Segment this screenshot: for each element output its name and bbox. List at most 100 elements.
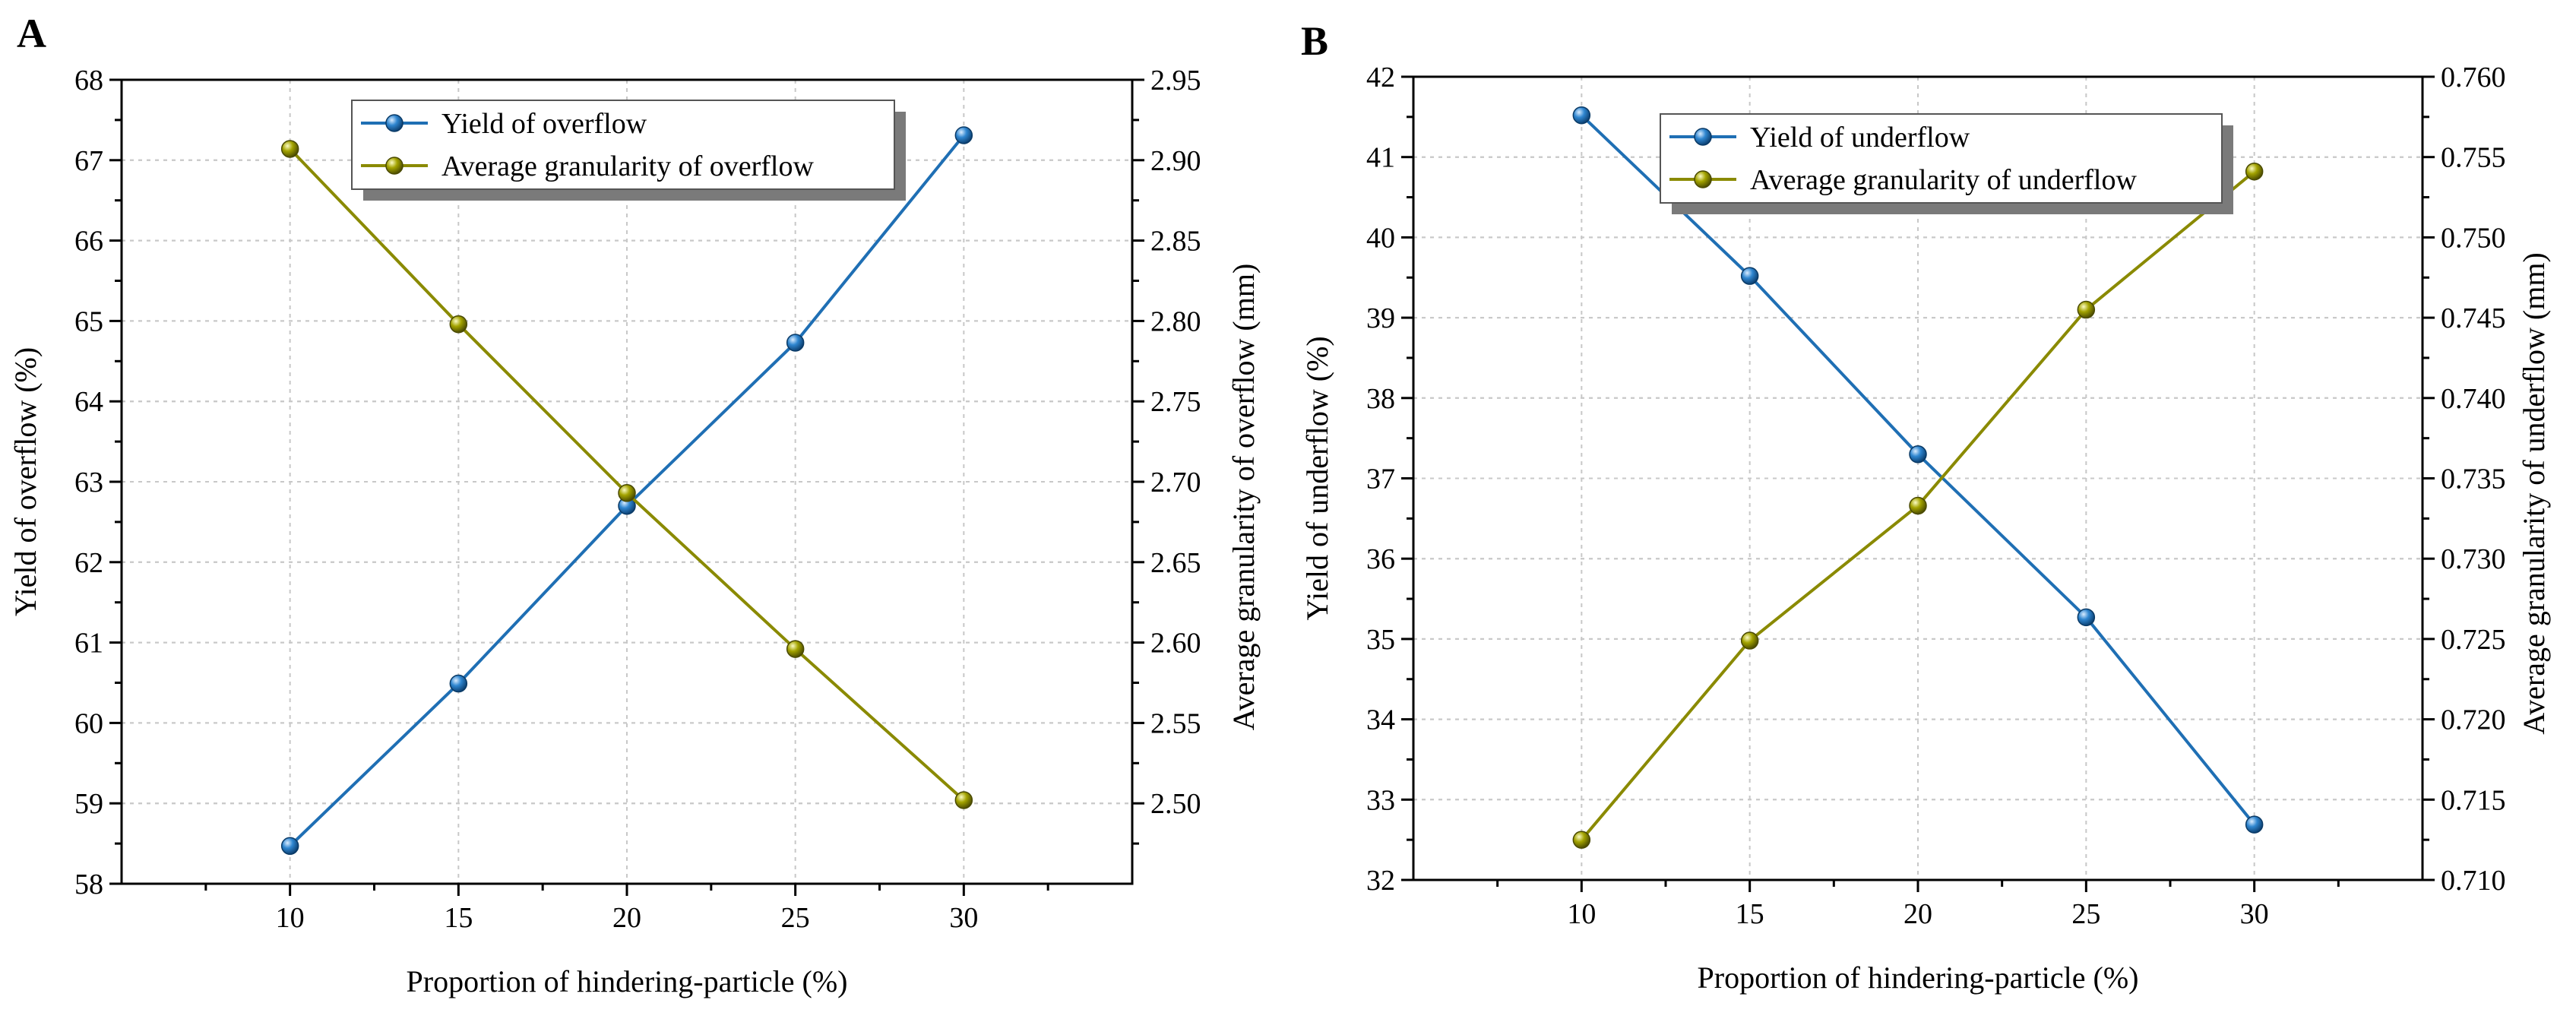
data-point [449, 674, 468, 693]
x-tick-label: 20 [1904, 898, 1932, 930]
y2-tick-label: 2.85 [1150, 226, 1201, 258]
y-tick-label: 60 [74, 707, 103, 739]
y-ticks-left [109, 78, 122, 885]
data-point [1572, 106, 1591, 125]
data-point [2077, 608, 2096, 627]
series-yield [1572, 106, 2264, 834]
y-tick-label: 34 [1366, 704, 1395, 736]
y2-tick-label: 2.50 [1150, 788, 1201, 820]
data-point [2245, 815, 2264, 834]
y2-tick-label: 2.95 [1150, 65, 1201, 97]
legend-marker [385, 157, 403, 175]
x-tick-label: 15 [444, 902, 473, 934]
data-point [1572, 831, 1591, 849]
data-point [786, 640, 805, 658]
x-tick-label: 30 [949, 902, 978, 934]
y-ticks-left [1401, 75, 1413, 881]
y2-tick-label: 0.730 [2441, 543, 2506, 575]
y-tick-label: 42 [1366, 62, 1395, 93]
legend-marker [385, 114, 403, 132]
x-tick-label: 25 [2071, 898, 2100, 930]
panel-label: B [1301, 18, 1328, 64]
y2-tick-label: 0.725 [2441, 624, 2506, 656]
y-tick-label: 33 [1366, 784, 1395, 816]
y2-tick-label: 0.715 [2441, 784, 2506, 816]
y2-axis-title: Average granularity of overflow (mm) [1226, 264, 1261, 731]
y-tick-label: 37 [1366, 464, 1395, 495]
y-tick-label: 67 [74, 145, 103, 177]
data-point [618, 484, 636, 502]
data-point [2245, 162, 2264, 181]
y2-tick-label: 2.65 [1150, 547, 1201, 579]
y-tick-label: 66 [74, 226, 103, 258]
legend-label: Yield of overflow [441, 108, 647, 140]
x-tick-label: 30 [2240, 898, 2269, 930]
y2-tick-label: 0.750 [2441, 222, 2506, 254]
gridlines [122, 80, 1132, 884]
data-point [954, 126, 973, 144]
y-tick-label: 59 [74, 788, 103, 820]
x-ticks [1496, 880, 2340, 892]
legend: Yield of underflow Average granularity of… [1660, 113, 2233, 214]
y-tick-label: 35 [1366, 624, 1395, 656]
y2-tick-label: 0.760 [2441, 62, 2506, 93]
y2-tick-label: 2.55 [1150, 707, 1201, 739]
data-point [280, 837, 299, 856]
legend-box [1660, 113, 2223, 204]
y2-tick-label: 0.720 [2441, 704, 2506, 736]
y-ticks-right [2423, 75, 2435, 881]
data-point [1909, 445, 1927, 464]
y2-tick-label: 0.740 [2441, 383, 2506, 415]
y-tick-label: 65 [74, 305, 103, 337]
data-point [786, 334, 805, 352]
x-tick-label: 25 [781, 902, 810, 934]
legend-box [351, 100, 895, 190]
y-tick-label: 62 [74, 547, 103, 579]
chart-panel-b: B 10 15 20 25 30 32 33 34 35 36 37 38 39 40 41 42 0.710 0.… [1300, 18, 2551, 995]
y2-axis-title: Average granularity of underflow (mm) [2517, 252, 2551, 735]
series-granularity [1572, 162, 2264, 849]
series-yield [280, 126, 973, 856]
y-tick-label: 61 [74, 628, 103, 660]
panel-label: A [17, 11, 46, 56]
y2-tick-label: 0.710 [2441, 865, 2506, 897]
y-tick-label: 36 [1366, 543, 1395, 575]
y2-tick-label: 0.745 [2441, 302, 2506, 334]
legend-label: Yield of underflow [1750, 122, 1970, 153]
legend-label: Average granularity of underflow [1750, 164, 2137, 196]
data-point [449, 315, 468, 334]
y2-tick-label: 2.75 [1150, 386, 1201, 418]
data-point [1909, 496, 1927, 515]
y-tick-label: 32 [1366, 865, 1395, 897]
y-tick-label: 58 [74, 869, 103, 900]
x-axis-title: Proportion of hindering-particle (%) [407, 964, 848, 998]
y-axis-title: Yield of overflow (%) [8, 347, 43, 616]
x-tick-label: 15 [1736, 898, 1764, 930]
x-ticks [204, 884, 1049, 896]
legend-label: Average granularity of overflow [441, 150, 814, 182]
y-tick-label: 64 [74, 386, 103, 418]
legend-marker [1694, 128, 1712, 146]
data-point [954, 791, 973, 809]
y-tick-label: 40 [1366, 222, 1395, 254]
y-tick-label: 38 [1366, 383, 1395, 415]
data-point [1740, 631, 1759, 650]
data-point [2077, 300, 2096, 319]
x-tick-label: 20 [612, 902, 641, 934]
y2-tick-label: 2.80 [1150, 305, 1201, 337]
chart-panel-a: A 10 15 20 25 30 58 59 60 61 62 63 64 65 66 67 68 2.50 2.5… [8, 11, 1261, 998]
y2-tick-label: 0.735 [2441, 464, 2506, 495]
x-tick-label: 10 [1567, 898, 1596, 930]
y-tick-label: 39 [1366, 302, 1395, 334]
y-tick-label: 63 [74, 467, 103, 498]
x-tick-label: 10 [276, 902, 305, 934]
y-tick-label: 68 [74, 65, 103, 97]
series-granularity [280, 140, 973, 809]
y-ticks-right [1132, 78, 1144, 845]
y2-tick-label: 2.90 [1150, 145, 1201, 177]
y2-tick-label: 2.70 [1150, 467, 1201, 498]
y2-tick-label: 0.755 [2441, 142, 2506, 174]
y2-tick-label: 2.60 [1150, 628, 1201, 660]
